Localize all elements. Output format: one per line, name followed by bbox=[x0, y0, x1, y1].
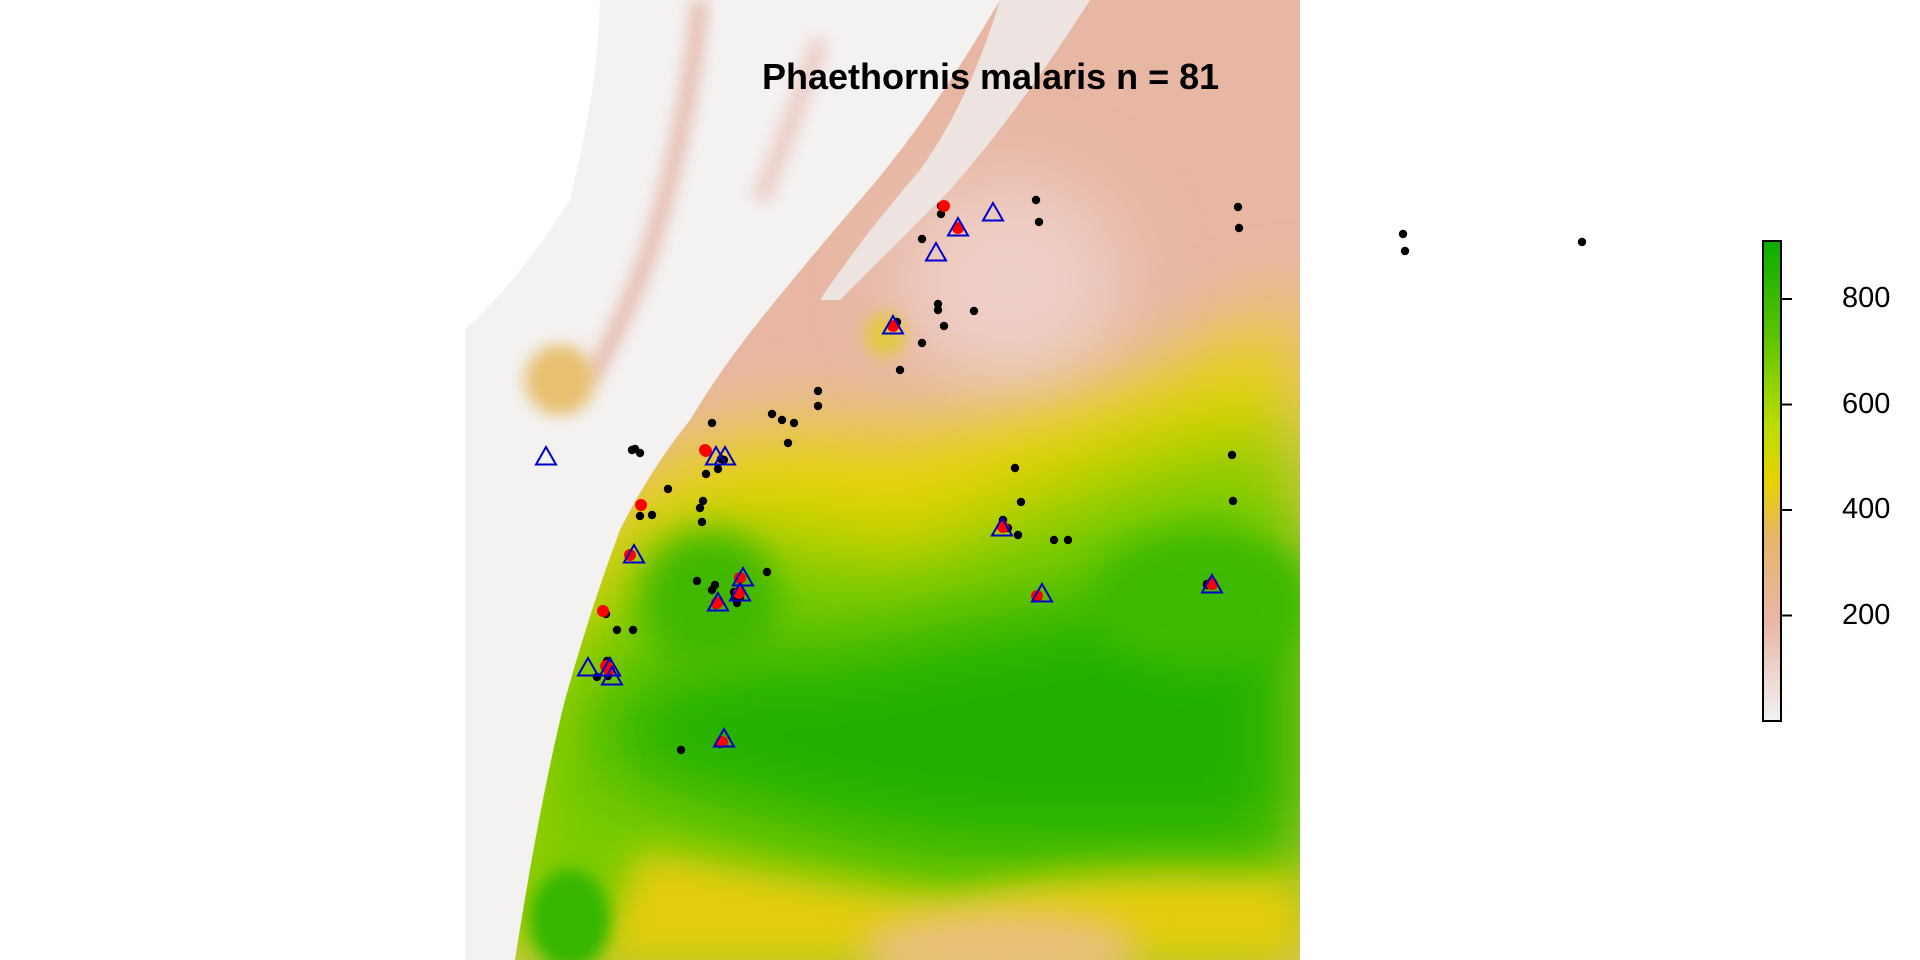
occurrence-point bbox=[939, 321, 949, 331]
highlight-point bbox=[597, 605, 609, 617]
raster-layer bbox=[465, 0, 1300, 960]
highlight-point bbox=[635, 499, 647, 511]
occurrence-point bbox=[628, 625, 638, 635]
triangle-marker bbox=[728, 580, 752, 602]
triangle-marker bbox=[534, 444, 558, 466]
occurrence-point bbox=[697, 517, 707, 527]
highlight-point bbox=[734, 572, 746, 584]
occurrence-point bbox=[635, 511, 645, 521]
occurrence-point bbox=[1016, 497, 1026, 507]
occurrence-point bbox=[933, 299, 943, 309]
occurrence-point bbox=[1034, 217, 1044, 227]
occurrence-point bbox=[1031, 195, 1041, 205]
triangle-marker bbox=[990, 515, 1014, 537]
occurrence-point bbox=[713, 464, 723, 474]
occurrence-point bbox=[917, 338, 927, 348]
occurrence-point bbox=[663, 484, 673, 494]
occurrence-point bbox=[789, 418, 799, 428]
occurrence-point bbox=[933, 305, 943, 315]
occurrence-point bbox=[1010, 463, 1020, 473]
triangle-marker bbox=[1030, 581, 1054, 603]
triangle-marker bbox=[576, 655, 600, 677]
occurrence-point bbox=[635, 448, 645, 458]
occurrence-point bbox=[813, 401, 823, 411]
legend-ticks bbox=[1781, 298, 1792, 617]
occurrence-point bbox=[969, 306, 979, 316]
triangle-marker bbox=[600, 664, 624, 686]
occurrence-point bbox=[1228, 496, 1238, 506]
occurrence-point bbox=[1577, 237, 1587, 247]
occurrence-point bbox=[1233, 202, 1243, 212]
occurrence-point bbox=[647, 510, 657, 520]
legend-tick-label: 200 bbox=[1842, 598, 1891, 631]
occurrence-point bbox=[762, 567, 772, 577]
legend-tick-label: 600 bbox=[1842, 387, 1891, 420]
triangle-marker bbox=[598, 655, 622, 677]
occurrence-point bbox=[707, 418, 717, 428]
occurrence-point bbox=[917, 234, 927, 244]
triangle-marker bbox=[712, 726, 736, 748]
occurrence-point bbox=[695, 503, 705, 513]
legend-tick-label: 800 bbox=[1842, 282, 1891, 315]
highlight-point bbox=[699, 444, 711, 456]
triangle-marker bbox=[1200, 572, 1224, 594]
legend bbox=[1762, 240, 1792, 722]
legend-color-bar bbox=[1762, 240, 1782, 722]
occurrence-point bbox=[1049, 535, 1059, 545]
occurrence-point bbox=[612, 625, 622, 635]
occurrence-point bbox=[701, 469, 711, 479]
occurrence-point bbox=[767, 409, 777, 419]
map-title: Phaethornis malaris n = 81 bbox=[762, 56, 1220, 97]
occurrence-point bbox=[1400, 246, 1410, 256]
legend-tick-label: 400 bbox=[1842, 493, 1891, 525]
occurrence-point bbox=[692, 576, 702, 586]
triangle-marker bbox=[924, 240, 948, 262]
triangle-markers bbox=[534, 200, 1224, 748]
triangle-marker bbox=[981, 200, 1005, 222]
triangle-marker bbox=[622, 542, 646, 564]
occurrence-point bbox=[1063, 535, 1073, 545]
occurrence-point bbox=[1234, 223, 1244, 233]
occurrence-point bbox=[1013, 530, 1023, 540]
triangle-marker bbox=[881, 313, 905, 335]
triangle-marker bbox=[946, 215, 970, 237]
occurrence-point bbox=[676, 745, 686, 755]
triangle-marker bbox=[713, 444, 737, 466]
occurrence-point bbox=[1227, 450, 1237, 460]
occurrence-point bbox=[698, 496, 708, 506]
triangle-marker bbox=[731, 565, 755, 587]
highlight-point bbox=[938, 200, 950, 212]
occurrence-point bbox=[777, 415, 787, 425]
occurrence-point bbox=[707, 585, 717, 595]
occurrence-point bbox=[813, 386, 823, 396]
occurrence-point bbox=[1398, 229, 1408, 239]
triangle-marker bbox=[706, 590, 730, 612]
occurrence-point bbox=[783, 438, 793, 448]
occurrence-point bbox=[895, 365, 905, 375]
